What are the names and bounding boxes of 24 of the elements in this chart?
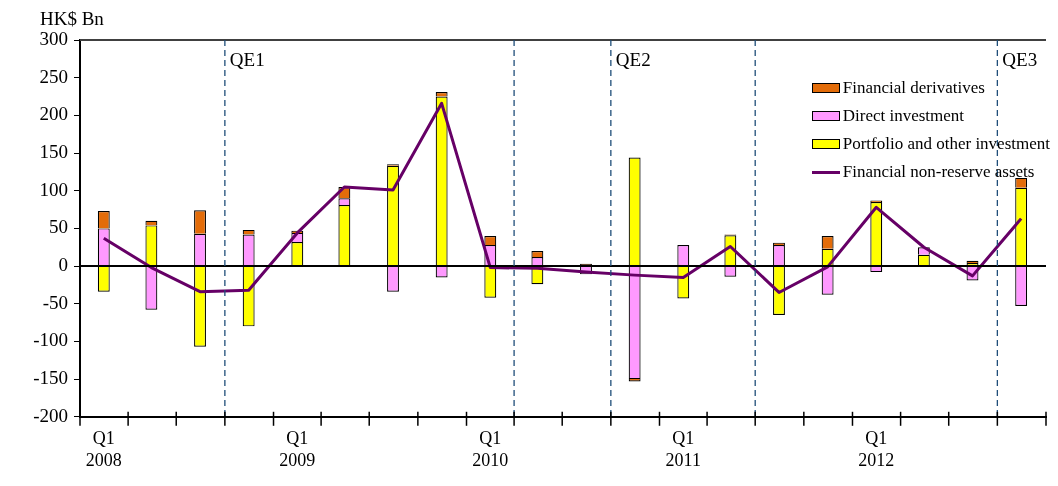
legend-label: Financial non-reserve assets: [842, 162, 1035, 182]
y-tick-label: -200: [33, 404, 68, 426]
y-tick-label: 200: [39, 103, 68, 125]
y-tick-label: -150: [33, 367, 68, 389]
y-tick-label: -100: [33, 329, 68, 351]
y-tick-label: 150: [39, 141, 68, 163]
y-tick-label: -50: [42, 291, 68, 313]
y-axis-title: HK$ Bn: [40, 8, 104, 30]
y-tick-label: 100: [39, 178, 68, 200]
y-tick-label: 250: [39, 65, 68, 87]
ref-line-label: QE3: [1002, 48, 1038, 70]
legend-label: Portfolio and other investment: [842, 134, 1050, 154]
legend-label: Financial derivatives: [842, 78, 985, 98]
y-tick-label: 300: [39, 27, 68, 49]
y-tick-label: 50: [49, 216, 68, 238]
x-tick-label: Q1 2012: [858, 428, 895, 470]
x-tick-label: Q1 2009: [279, 428, 316, 470]
legend-label: Direct investment: [842, 106, 965, 126]
y-tick-label: 0: [58, 254, 68, 276]
x-tick-label: Q1 2008: [85, 428, 122, 470]
ref-line-label: QE2: [615, 48, 651, 70]
x-tick-label: Q1 2011: [665, 428, 701, 470]
x-tick-label: Q1 2010: [472, 428, 509, 470]
ref-line-label: QE1: [229, 48, 265, 70]
